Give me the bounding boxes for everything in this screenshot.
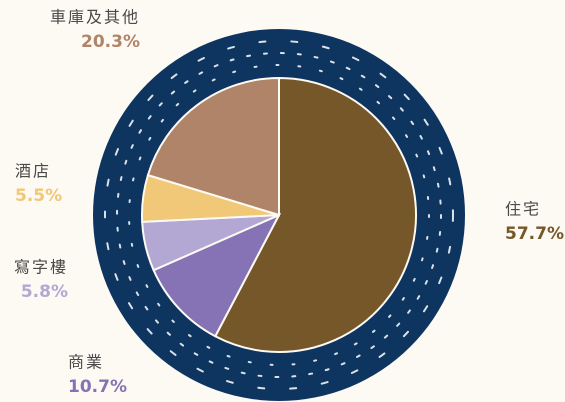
decor-pattern xyxy=(104,40,454,390)
category-label: 商業 xyxy=(68,353,104,372)
pie-slice xyxy=(146,76,280,217)
value-label: 5.5% xyxy=(15,186,62,206)
pie-slice xyxy=(152,212,282,338)
category-label: 酒店 xyxy=(15,162,51,181)
value-label: 5.8% xyxy=(21,282,68,302)
category-label: 車庫及其他 xyxy=(50,8,140,27)
value-label: 10.7% xyxy=(68,377,127,397)
category-label: 住宅 xyxy=(505,200,541,219)
category-label: 寫字樓 xyxy=(14,258,68,277)
value-label: 57.7% xyxy=(505,224,564,244)
pie-slice xyxy=(213,76,417,353)
value-label: 20.3% xyxy=(81,32,140,52)
